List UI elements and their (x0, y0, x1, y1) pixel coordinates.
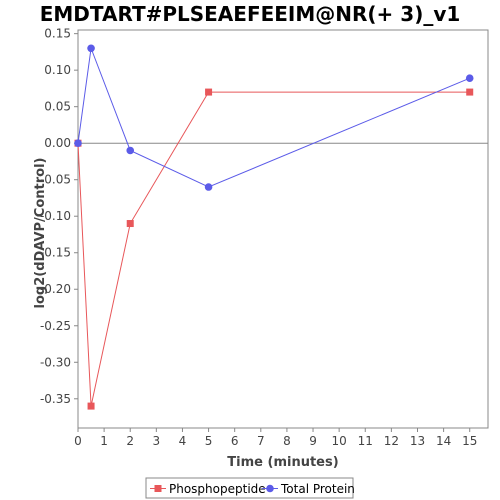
y-tick-label: -0.20 (40, 282, 71, 296)
legend-label: Total Protein (280, 482, 355, 496)
plot-area (77, 29, 489, 429)
y-tick-label: 0.15 (44, 27, 71, 41)
data-point (74, 139, 82, 147)
x-tick-label: 14 (436, 434, 451, 448)
data-point (87, 44, 95, 53)
x-tick-label: 15 (462, 434, 477, 448)
x-axis-label: Time (minutes) (227, 455, 338, 470)
x-tick-label: 7 (257, 434, 265, 448)
data-point (205, 88, 213, 96)
x-tick-label: 8 (283, 434, 291, 448)
data-point (466, 88, 474, 96)
legend-item: Phosphopeptide (150, 482, 266, 496)
data-point (126, 220, 134, 228)
x-tick-label: 4 (179, 434, 187, 448)
y-tick-label: -0.25 (40, 319, 71, 333)
x-tick-label: 0 (74, 434, 82, 448)
y-axis-label: log2(dDAVP/Control) (33, 158, 48, 309)
x-tick-label: 1 (100, 434, 108, 448)
y-tick-label: -0.30 (40, 355, 71, 369)
x-tick-label: 10 (332, 434, 347, 448)
y-tick-label: 0.10 (44, 63, 71, 77)
x-axis: 0 1 2 3 4 5 6 7 8 9 10 11 12 13 14 15 (74, 428, 477, 448)
data-point (465, 74, 474, 82)
x-tick-label: 3 (153, 434, 161, 448)
data-point (204, 183, 213, 191)
y-tick-label: 0.05 (44, 100, 71, 114)
series-line (77, 48, 470, 188)
x-tick-label: 9 (309, 434, 317, 448)
series-layer (74, 44, 474, 410)
x-tick-label: 5 (205, 434, 213, 448)
x-tick-label: 2 (126, 434, 134, 448)
legend: Phosphopeptide Total Protein (145, 477, 355, 499)
chart-title: EMDTART#PLSEAEFEEIM@NR(+ 3)_v1 (40, 2, 461, 26)
legend-box (145, 477, 354, 499)
y-tick-label: -0.35 (40, 392, 71, 406)
series-line (77, 91, 470, 407)
y-tick-label: -0.15 (40, 246, 71, 260)
legend-label: Phosphopeptide (169, 482, 266, 496)
x-tick-label: 13 (410, 434, 425, 448)
x-tick-label: 11 (358, 434, 373, 448)
y-tick-label: 0.00 (44, 136, 71, 150)
legend-marker (154, 485, 162, 492)
y-tick-label: -0.10 (40, 209, 71, 223)
data-point (126, 146, 135, 155)
y-tick-label: -0.05 (40, 173, 71, 187)
series-phosphopeptide (74, 88, 474, 410)
data-point (87, 402, 95, 410)
legend-marker (266, 484, 274, 493)
x-tick-label: 12 (384, 434, 399, 448)
y-axis: 0.15 0.10 0.05 0.00 -0.05 -0.10 -0.15 -0.20 -0.2… (40, 27, 78, 406)
legend-item: Total Protein (262, 482, 355, 496)
series-total-protein (74, 44, 474, 191)
x-tick-label: 6 (231, 434, 239, 448)
